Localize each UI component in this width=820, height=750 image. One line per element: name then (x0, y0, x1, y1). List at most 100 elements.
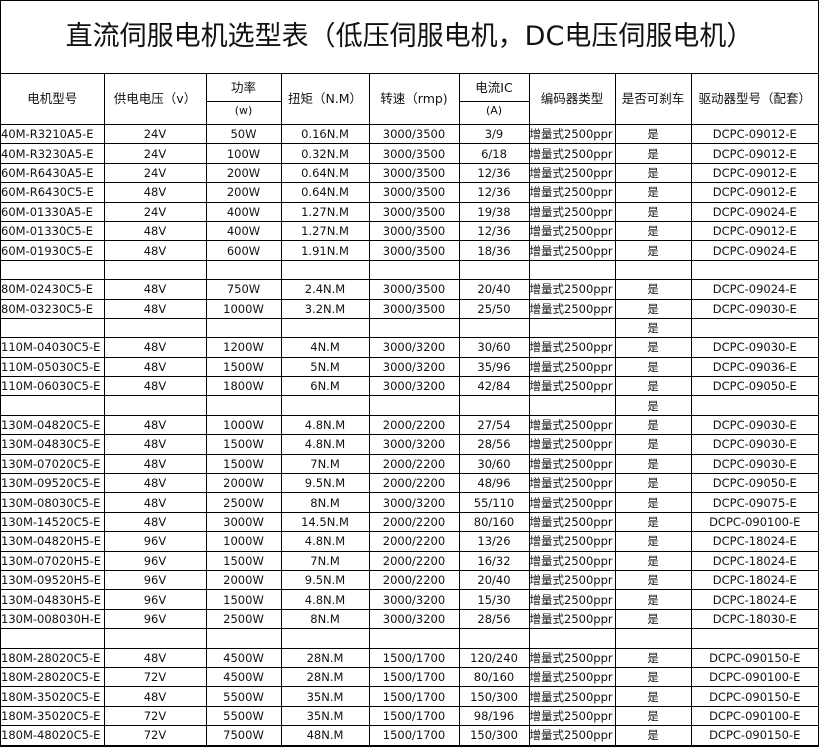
cell: 15/30 (458, 589, 530, 610)
cell: 60M-01330A5-E (1, 201, 105, 222)
cell: 3000W (205, 511, 282, 533)
cell: 增量式2500ppr (528, 647, 616, 668)
cell: 4N.M (280, 337, 370, 358)
cell (103, 317, 207, 339)
header-unit: (w) (207, 100, 280, 120)
cell: 120/240 (458, 647, 530, 668)
cell (528, 628, 616, 649)
cell: 是 (614, 356, 692, 378)
cell: 0.32N.M (280, 143, 370, 164)
cell: 增量式2500ppr (528, 337, 616, 358)
cell: 30/60 (458, 337, 530, 358)
cell: 9.5N.M (280, 569, 370, 591)
cell (368, 628, 460, 649)
cell (690, 317, 818, 339)
cell: 110M-04030C5-E (1, 337, 105, 358)
cell: 3000/3500 (368, 143, 460, 164)
cell: 48V (103, 279, 207, 300)
cell: 3000/3500 (368, 123, 460, 145)
cell: 80/160 (458, 511, 530, 533)
cell: DCPC-09030-E (690, 414, 818, 436)
cell: 1.91N.M (280, 240, 370, 261)
cell: 3000/3200 (368, 434, 460, 455)
cell: 750W (205, 279, 282, 300)
cell: 3000/3200 (368, 337, 460, 358)
cell: 2000/2200 (368, 473, 460, 494)
cell: 2000W (205, 473, 282, 494)
cell: DCPC-09050-E (690, 376, 818, 397)
cell: 是 (614, 589, 692, 610)
cell: 增量式2500ppr (528, 531, 616, 552)
cell: DCPC-09012-E (690, 143, 818, 164)
cell: 48V (103, 376, 207, 397)
cell: DCPC-18030-E (690, 608, 818, 630)
cell (368, 317, 460, 339)
cell (528, 395, 616, 416)
row: 60M-R6430A5-E 24V 200W 0.64N.M 3000/3500 12/3… (1, 162, 818, 184)
cell: 48V (103, 298, 207, 319)
cell (690, 259, 818, 281)
cell: DCPC-18024-E (690, 531, 818, 552)
cell: 增量式2500ppr (528, 240, 616, 261)
cell: 28/56 (458, 434, 530, 455)
cell: 130M-07020H5-E (1, 550, 105, 571)
cell: 3000/3200 (368, 492, 460, 513)
cell: 110M-06030C5-E (1, 376, 105, 397)
cell: 2000/2200 (368, 511, 460, 533)
cell: 是 (614, 531, 692, 552)
cell: 增量式2500ppr (528, 511, 616, 533)
cell: 48V (103, 356, 207, 378)
cell: DCPC-09030-E (690, 434, 818, 455)
cell (1, 259, 105, 281)
cell: 增量式2500ppr (528, 182, 616, 203)
cell (458, 628, 530, 649)
cell: 1500/1700 (368, 725, 460, 746)
cell: 130M-08030C5-E (1, 492, 105, 513)
cell: 是 (614, 434, 692, 455)
cell: 200W (205, 182, 282, 203)
header-cell: 驱动器型号（配套） (690, 74, 818, 125)
cell: 48V (103, 182, 207, 203)
cell: 50W (205, 123, 282, 145)
cell (528, 317, 616, 339)
cell (1, 628, 105, 649)
cell: 35/96 (458, 356, 530, 378)
header-cell: 扭矩（N.M） (280, 74, 370, 125)
cell: 是 (614, 666, 692, 688)
cell: 130M-04830H5-E (1, 589, 105, 610)
cell: 增量式2500ppr (528, 492, 616, 513)
cell: DCPC-09024-E (690, 279, 818, 300)
cell: 130M-09520C5-E (1, 473, 105, 494)
cell: 25/50 (458, 298, 530, 319)
cell: 增量式2500ppr (528, 473, 616, 494)
row: 130M-07020H5-E 96V 1500W 7N.M 2000/2200 16/32… (1, 550, 818, 571)
cell: 24V (103, 123, 207, 145)
cell: 400W (205, 220, 282, 242)
cell: 48V (103, 686, 207, 707)
cell: 130M-09520H5-E (1, 569, 105, 591)
cell: 130M-07020C5-E (1, 453, 105, 475)
cell: 96V (103, 569, 207, 591)
row: 80M-02430C5-E 48V 750W 2.4N.M 3000/3500 20/40… (1, 279, 818, 300)
cell: 2000/2200 (368, 550, 460, 571)
cell: 是 (614, 725, 692, 746)
cell: 40M-R3210A5-E (1, 123, 105, 145)
cell: 3000/3500 (368, 220, 460, 242)
cell (458, 317, 530, 339)
row: 180M-35020C5-E 48V 5500W 35N.M 1500/1700 150/… (1, 686, 818, 707)
cell: DCPC-09012-E (690, 182, 818, 203)
row: 110M-06030C5-E 48V 1800W 6N.M 3000/3200 42/84… (1, 376, 818, 397)
row: 130M-04830C5-E 48V 1500W 4.8N.M 3000/3200 28/… (1, 434, 818, 455)
cell (280, 395, 370, 416)
cell: 150/300 (458, 725, 530, 746)
cell: 3000/3500 (368, 201, 460, 222)
cell: 48N.M (280, 725, 370, 746)
header-text: 电流IC (475, 79, 513, 95)
cell: 1.27N.M (280, 201, 370, 222)
spec-table: 电机型号 供电电压（v） 功率 (w) 扭矩（N.M） 转速（rmp) 电流IC (A) 编码器… (1, 74, 818, 746)
cell: 55/110 (458, 492, 530, 513)
cell: 增量式2500ppr (528, 201, 616, 222)
cell: 80M-03230C5-E (1, 298, 105, 319)
cell: 是 (614, 279, 692, 300)
cell: 2.4N.M (280, 279, 370, 300)
